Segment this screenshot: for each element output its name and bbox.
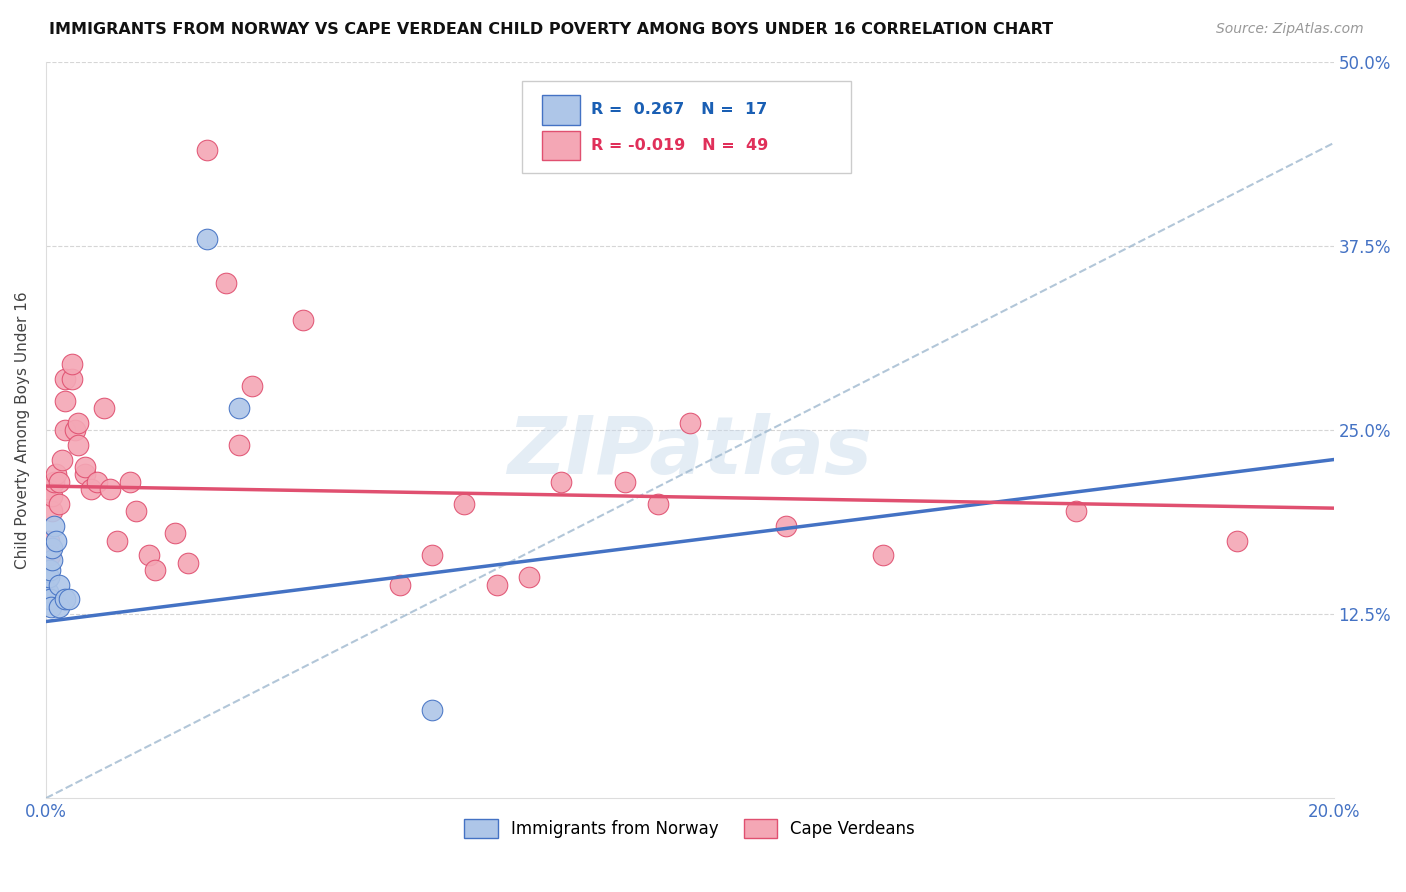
Point	[138, 548, 160, 562]
Point	[292, 312, 315, 326]
Point	[48, 497, 70, 511]
Point	[228, 438, 250, 452]
Point	[93, 401, 115, 415]
Point	[37, 574, 59, 588]
Point	[105, 533, 128, 548]
Text: ZIPatlas: ZIPatlas	[508, 413, 872, 491]
Point	[42, 518, 65, 533]
Point	[86, 475, 108, 489]
Point	[38, 533, 60, 548]
Point	[163, 526, 186, 541]
Point	[1064, 504, 1087, 518]
Point	[39, 599, 62, 614]
Point	[80, 482, 103, 496]
Point	[420, 703, 443, 717]
FancyBboxPatch shape	[523, 80, 851, 172]
Point	[39, 592, 62, 607]
Point	[195, 144, 218, 158]
Point	[48, 475, 70, 489]
Point	[53, 393, 76, 408]
Point	[73, 459, 96, 474]
Point	[58, 592, 80, 607]
Point	[53, 592, 76, 607]
Point	[53, 371, 76, 385]
Point	[53, 423, 76, 437]
Point	[550, 475, 572, 489]
Point	[38, 570, 60, 584]
Point	[485, 577, 508, 591]
Point	[60, 371, 83, 385]
Point	[145, 563, 167, 577]
Point	[215, 276, 238, 290]
Point	[420, 548, 443, 562]
Point	[45, 533, 67, 548]
Y-axis label: Child Poverty Among Boys Under 16: Child Poverty Among Boys Under 16	[15, 292, 30, 569]
Point	[517, 570, 540, 584]
Point	[42, 475, 65, 489]
Point	[41, 489, 63, 503]
Point	[647, 497, 669, 511]
Point	[41, 552, 63, 566]
Bar	[541, 95, 581, 125]
Point	[39, 548, 62, 562]
Point	[67, 416, 90, 430]
Point	[775, 518, 797, 533]
Point	[1226, 533, 1249, 548]
Point	[41, 541, 63, 555]
Point	[45, 467, 67, 482]
Point	[389, 577, 412, 591]
Point	[48, 577, 70, 591]
Legend: Immigrants from Norway, Cape Verdeans: Immigrants from Norway, Cape Verdeans	[458, 813, 922, 845]
Text: R =  0.267   N =  17: R = 0.267 N = 17	[591, 103, 766, 118]
Bar	[541, 130, 581, 160]
Point	[63, 423, 86, 437]
Point	[98, 482, 121, 496]
Point	[73, 467, 96, 482]
Text: R = -0.019   N =  49: R = -0.019 N = 49	[591, 137, 768, 153]
Point	[48, 599, 70, 614]
Point	[51, 452, 73, 467]
Point	[125, 504, 148, 518]
Text: IMMIGRANTS FROM NORWAY VS CAPE VERDEAN CHILD POVERTY AMONG BOYS UNDER 16 CORRELA: IMMIGRANTS FROM NORWAY VS CAPE VERDEAN C…	[49, 22, 1053, 37]
Point	[60, 357, 83, 371]
Text: Source: ZipAtlas.com: Source: ZipAtlas.com	[1216, 22, 1364, 37]
Point	[118, 475, 141, 489]
Point	[38, 563, 60, 577]
Point	[195, 232, 218, 246]
Point	[41, 504, 63, 518]
Point	[37, 482, 59, 496]
Point	[614, 475, 637, 489]
Point	[872, 548, 894, 562]
Point	[67, 438, 90, 452]
Point	[176, 556, 198, 570]
Point	[679, 416, 702, 430]
Point	[228, 401, 250, 415]
Point	[453, 497, 475, 511]
Point	[37, 585, 59, 599]
Point	[240, 379, 263, 393]
